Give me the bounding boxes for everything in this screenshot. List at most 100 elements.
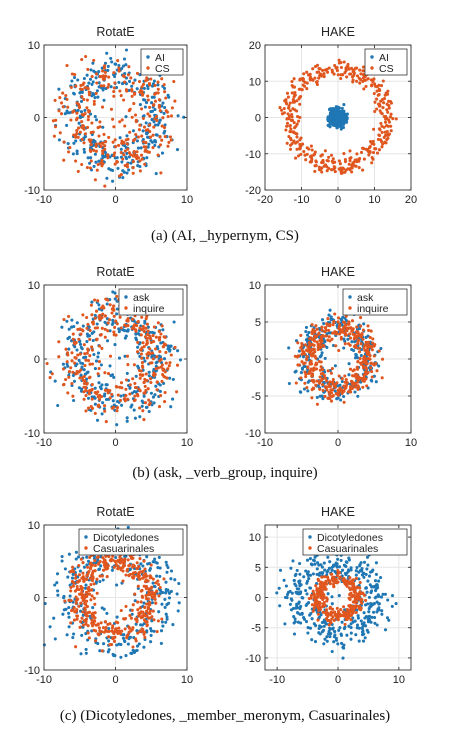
point-inquire <box>312 339 317 343</box>
point-CS <box>106 153 110 157</box>
point-inquire <box>364 367 368 371</box>
point-Dicotyledones <box>293 617 297 621</box>
point-ask <box>128 386 132 390</box>
point-Dicotyledones <box>158 588 162 592</box>
point-CS <box>102 64 107 68</box>
point-Dicotyledones <box>165 617 169 621</box>
chart-title: HAKE <box>321 505 355 519</box>
point-inquire <box>300 342 304 346</box>
point-inquire <box>168 361 172 365</box>
point-CS <box>374 147 378 151</box>
point-AI <box>124 155 128 159</box>
point-Dicotyledones <box>48 625 52 629</box>
point-Casuarinales <box>93 563 97 568</box>
point-Dicotyledones <box>159 641 163 645</box>
point-ask <box>338 383 342 387</box>
point-AI <box>87 81 91 85</box>
point-Dicotyledones <box>53 583 57 587</box>
point-CS <box>380 130 384 134</box>
point-CS <box>377 148 382 152</box>
point-Casuarinales <box>320 605 324 609</box>
point-CS <box>283 99 287 103</box>
point-inquire <box>356 339 360 343</box>
point-inquire <box>100 326 104 330</box>
point-inquire <box>164 350 168 354</box>
point-CS <box>156 80 160 84</box>
point-Casuarinales <box>90 573 94 577</box>
point-ask <box>303 364 307 369</box>
point-Casuarinales <box>111 554 115 558</box>
point-CS <box>82 124 86 129</box>
point-inquire <box>50 372 54 376</box>
point-AI <box>162 111 166 115</box>
point-AI <box>70 79 74 83</box>
point-inquire <box>160 324 164 328</box>
point-Casuarinales <box>119 557 124 561</box>
point-ask <box>111 318 115 322</box>
point-ask <box>97 307 101 311</box>
chart-title: RotatE <box>96 25 134 39</box>
point-inquire <box>84 409 88 413</box>
point-Dicotyledones <box>324 622 328 626</box>
point-Dicotyledones <box>364 586 368 590</box>
point-CS <box>141 140 145 144</box>
point-CS <box>357 76 361 80</box>
point-Casuarinales <box>348 581 352 585</box>
point-Dicotyledones <box>153 557 157 561</box>
point-CS <box>80 137 84 141</box>
point-inquire <box>57 355 61 359</box>
point-CS <box>394 117 398 121</box>
point-CS <box>368 151 372 155</box>
point-AI <box>153 143 157 147</box>
point-CS <box>94 144 98 148</box>
point-inquire <box>153 372 157 377</box>
point-CS <box>337 58 341 62</box>
point-CS <box>376 137 380 141</box>
point-Casuarinales <box>127 574 131 578</box>
point-inquire <box>327 390 331 394</box>
point-ask <box>101 401 105 405</box>
point-Casuarinales <box>69 599 73 603</box>
point-AI <box>79 110 84 114</box>
point-CS <box>131 166 135 170</box>
point-inquire <box>126 397 130 401</box>
point-Dicotyledones <box>151 581 155 585</box>
point-CS <box>313 76 317 80</box>
point-AI <box>342 109 346 113</box>
point-CS <box>378 88 382 93</box>
point-Casuarinales <box>358 591 362 595</box>
point-Dicotyledones <box>342 643 346 647</box>
point-CS <box>64 93 68 98</box>
point-CS <box>172 79 176 84</box>
point-Dicotyledones <box>115 615 119 619</box>
point-Casuarinales <box>351 610 355 615</box>
point-CS <box>298 143 302 147</box>
point-Dicotyledones <box>86 559 91 563</box>
point-Dicotyledones <box>374 589 378 593</box>
point-Casuarinales <box>335 574 339 578</box>
point-CS <box>127 65 131 69</box>
point-CS <box>109 107 114 111</box>
point-ask <box>147 409 151 414</box>
point-Casuarinales <box>81 561 85 565</box>
point-inquire <box>138 373 142 377</box>
point-Dicotyledones <box>315 572 319 576</box>
point-Casuarinales <box>80 616 84 620</box>
point-inquire <box>356 360 360 364</box>
point-inquire <box>363 343 367 347</box>
point-CS <box>375 107 379 111</box>
point-CS <box>372 127 376 131</box>
point-inquire <box>90 345 94 349</box>
point-ask <box>147 370 151 374</box>
point-Dicotyledones <box>171 623 175 627</box>
legend-marker <box>84 535 88 539</box>
legend-marker <box>124 306 128 310</box>
point-CS <box>384 115 388 119</box>
point-ask <box>79 361 83 365</box>
point-inquire <box>346 326 350 330</box>
point-inquire <box>128 392 132 396</box>
point-CS <box>88 166 92 170</box>
point-inquire <box>359 342 363 346</box>
point-AI <box>76 78 80 82</box>
point-AI <box>154 172 158 176</box>
